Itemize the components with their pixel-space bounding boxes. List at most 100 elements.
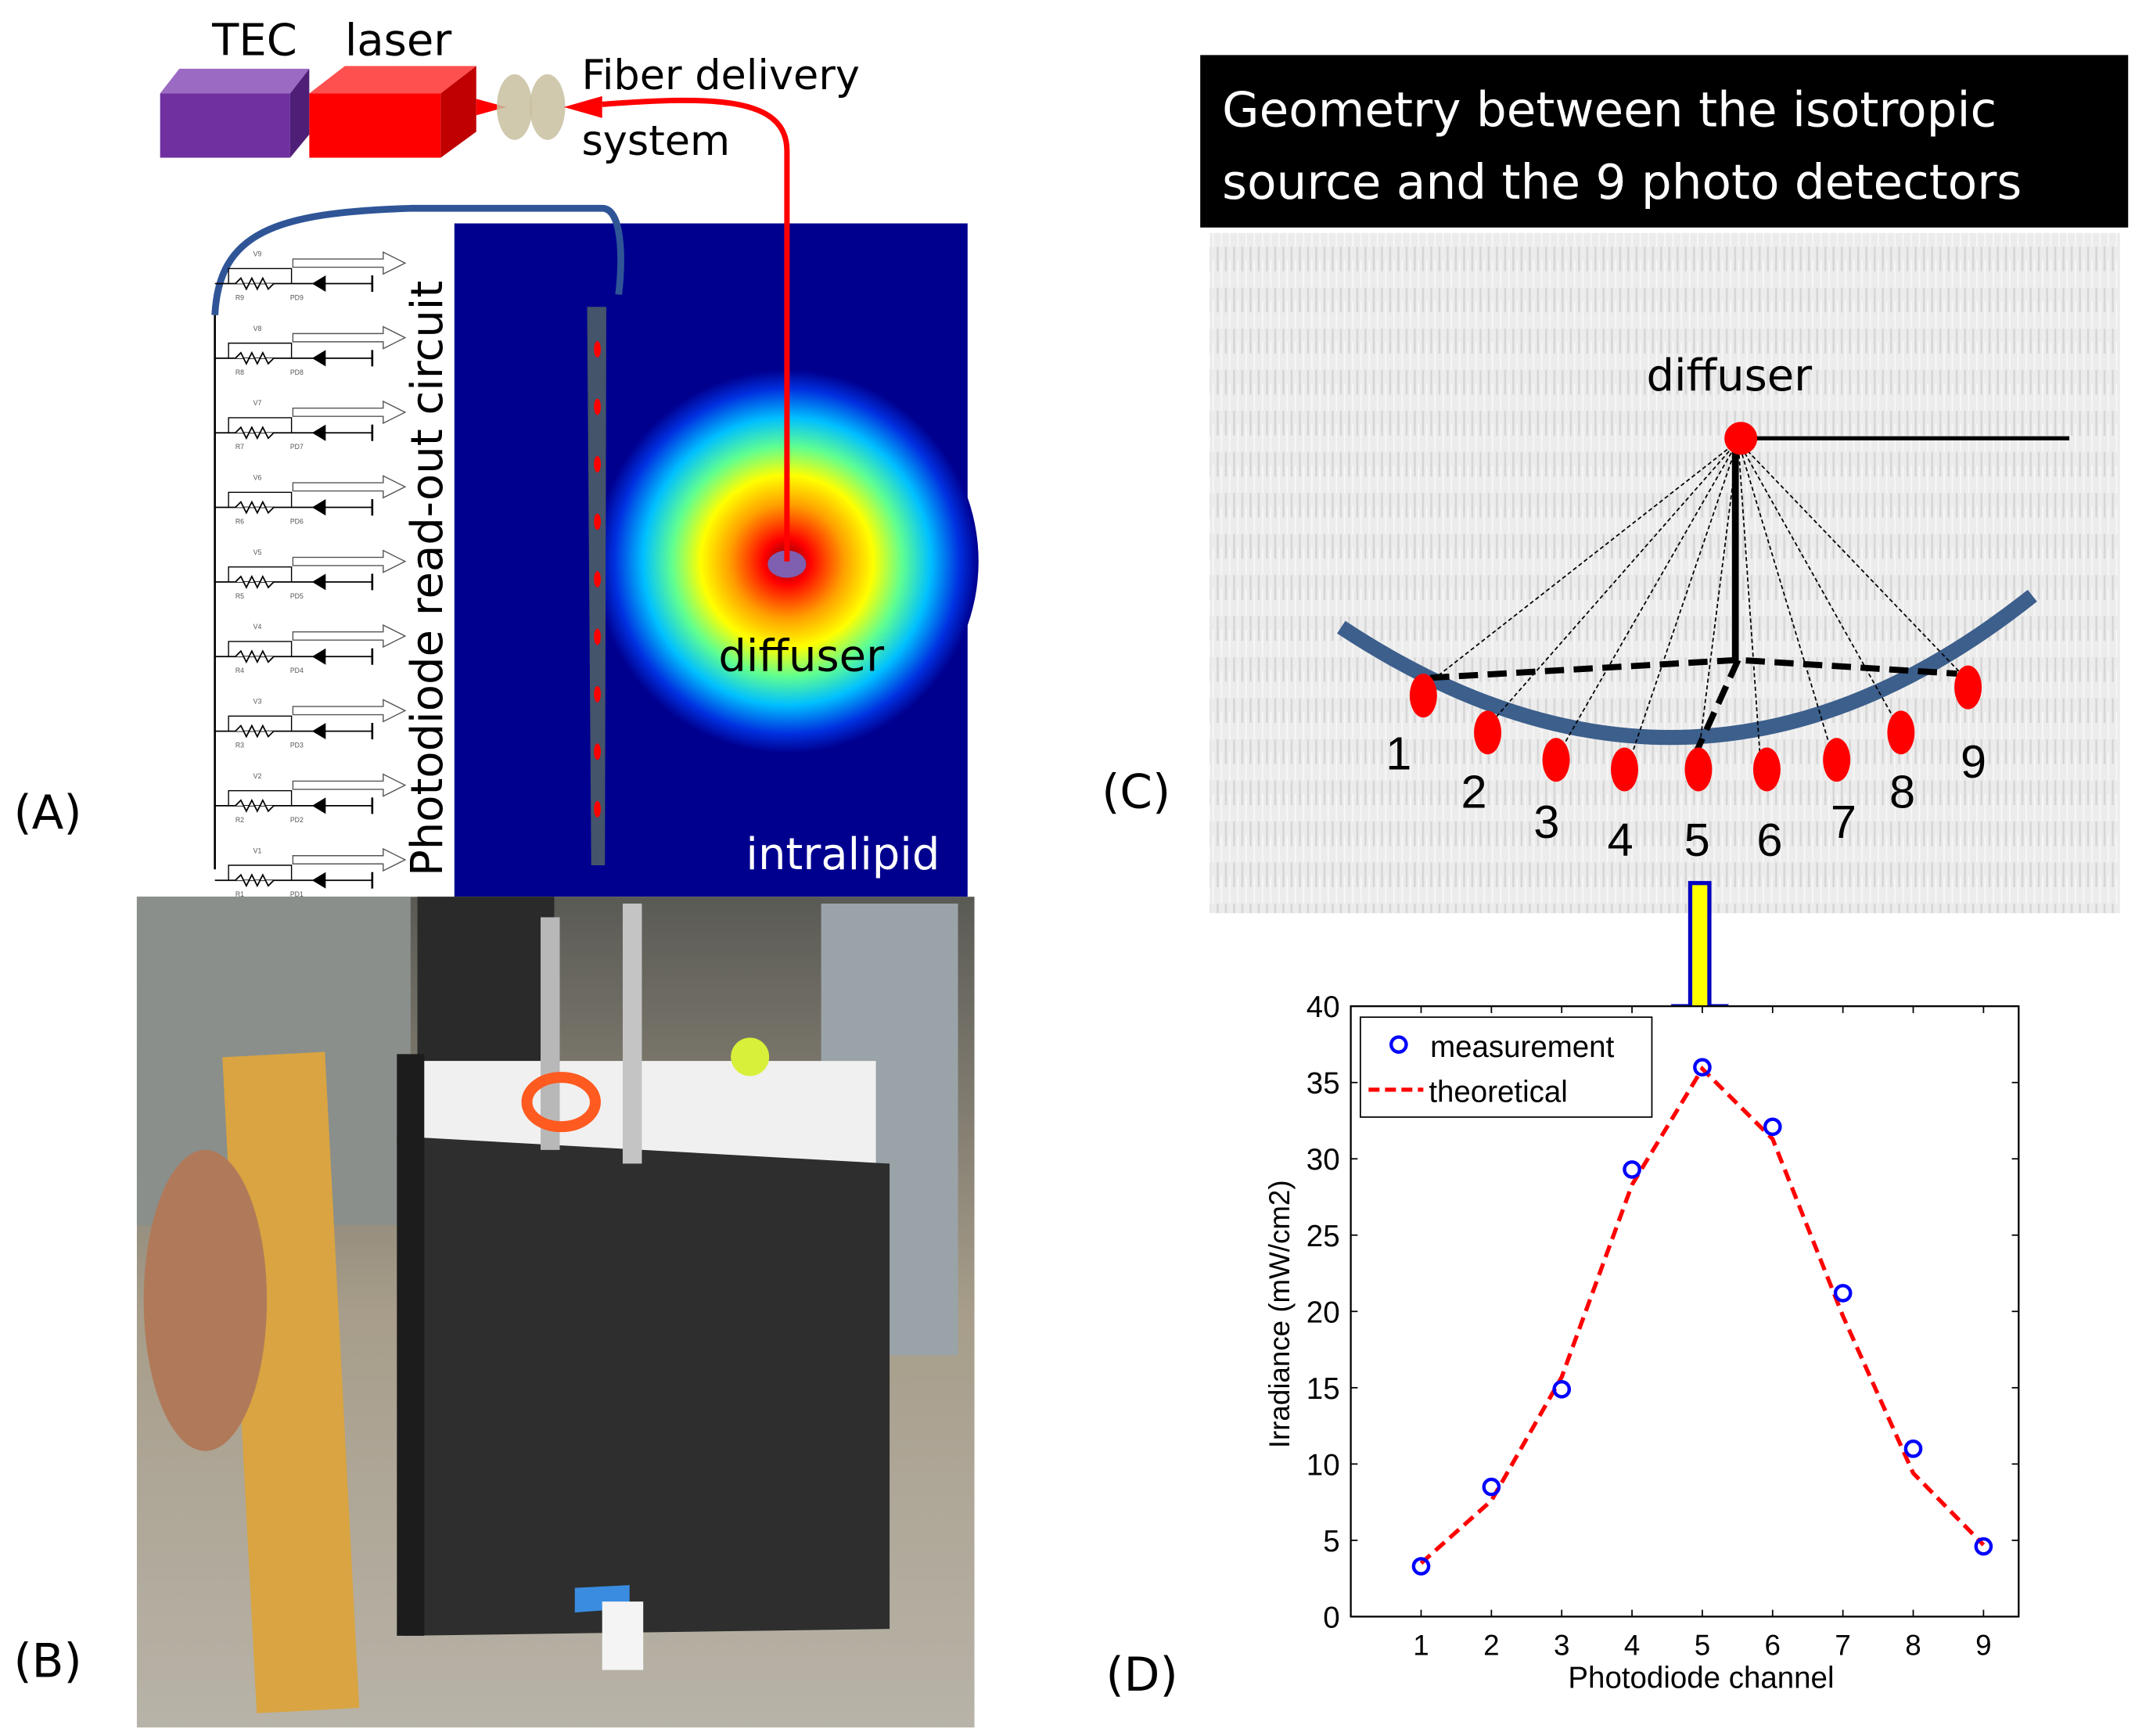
hand	[143, 1149, 268, 1451]
panel-a: TEC laser Fiber delivery system diffuser…	[160, 15, 979, 898]
photo-detector	[1474, 710, 1502, 755]
measurement-point	[1974, 1537, 1993, 1556]
detector-dot	[594, 513, 601, 530]
photo-detector	[1542, 738, 1570, 782]
geometry-background	[1209, 232, 2120, 914]
legend: measurement theoretical	[1359, 1016, 1653, 1118]
photodiode-icon	[311, 424, 326, 441]
mount-post	[417, 897, 555, 1062]
detector-number: 3	[1533, 796, 1559, 848]
photodiode-label: PD2	[290, 816, 304, 824]
ray-line	[1630, 440, 1739, 757]
circuit-row: V9 R9 PD9	[214, 250, 407, 302]
resistor-label: R5	[235, 592, 244, 600]
x-tick-label: 4	[1624, 1629, 1640, 1661]
detector-number: 7	[1831, 796, 1856, 848]
measurement-point	[1552, 1379, 1572, 1399]
y-tick-label: 0	[1323, 1601, 1339, 1634]
panel-label-a: (A)	[13, 786, 81, 840]
detector-number: 1	[1386, 728, 1411, 780]
photodiode-icon	[311, 573, 326, 591]
resistor-label: R3	[235, 742, 244, 749]
detector-dots	[594, 340, 601, 818]
y-tick-label: 25	[1307, 1220, 1340, 1253]
laser-beam-icon	[476, 99, 507, 116]
panel-b-photo	[136, 897, 975, 1728]
y-tick-label: 20	[1307, 1296, 1340, 1329]
circuit-row: V3 R3 PD3	[214, 698, 407, 749]
circuit-wire	[228, 789, 293, 806]
measurement-point	[1623, 1160, 1641, 1179]
irradiance-chart: 1 2 3 4 5 6 7 8 9 0 5 10 15 20 25 30 35 40 Irradiance (mW…	[1263, 990, 2020, 1695]
tec-label: TEC	[211, 15, 297, 66]
y-tick-label: 15	[1307, 1372, 1340, 1406]
ray-line	[1737, 440, 1761, 757]
voltage-label: V8	[253, 325, 262, 332]
detector-dot	[594, 800, 601, 818]
photodiode-label: PD5	[290, 592, 304, 600]
detector-number: 4	[1608, 814, 1634, 866]
diffuser-tip	[767, 550, 807, 578]
series	[1411, 1058, 1993, 1576]
x-tick-label: 3	[1554, 1629, 1569, 1661]
panel-label-b: (B)	[13, 1634, 81, 1688]
signal-cable	[211, 204, 624, 315]
x-tick-label: 1	[1413, 1629, 1429, 1661]
voltage-label: V3	[253, 698, 262, 706]
circuit-wire	[228, 342, 293, 358]
detectors: 123 4 5 6 789	[1386, 665, 1986, 866]
voltage-label: V2	[253, 772, 262, 780]
ray-line	[1737, 440, 1895, 720]
theoretical-line	[1419, 1065, 1986, 1565]
x-tick-label: 8	[1905, 1629, 1921, 1661]
circuit-row: V2 R2 PD2	[214, 772, 407, 824]
laser-box	[309, 66, 476, 158]
circuit-wire	[228, 566, 293, 582]
lens-icon	[497, 74, 533, 140]
x-tick-label: 2	[1483, 1629, 1499, 1661]
output-arrow-icon	[292, 699, 407, 723]
fiber-label-line2: system	[581, 117, 730, 165]
detector-dot	[594, 340, 601, 358]
resistor-icon	[235, 350, 275, 365]
laser-label: laser	[345, 15, 452, 66]
tec-box	[160, 68, 310, 158]
circuit-wire	[228, 715, 293, 731]
detector-number: 6	[1756, 814, 1782, 866]
y-tick-label: 10	[1307, 1448, 1340, 1482]
resistor-label: R2	[235, 816, 244, 824]
legend-marker-measurement	[1389, 1035, 1408, 1054]
ray-line	[1738, 440, 1962, 674]
voltage-label: V5	[253, 548, 262, 556]
output-arrow-icon	[292, 325, 407, 350]
resistor-icon	[235, 798, 275, 813]
measurement-point	[1411, 1557, 1431, 1576]
resistor-icon	[235, 426, 275, 440]
diffuser-label-c: diffuser	[1646, 350, 1813, 401]
detector-dot	[594, 398, 601, 415]
circuit-wire	[228, 864, 293, 881]
resistor-label: R4	[235, 667, 244, 674]
output-arrow-icon	[292, 549, 407, 573]
photo-detector	[1752, 747, 1781, 792]
photo-detector	[1684, 747, 1713, 792]
circuit-wire	[228, 268, 293, 284]
black-tank	[397, 1136, 890, 1636]
orange-clamp	[521, 1072, 601, 1133]
rod	[540, 917, 560, 1150]
axis-ticks: 1 2 3 4 5 6 7 8 9 0 5 10 15 20 25 30 35 40	[1307, 990, 2019, 1661]
measurement-point	[1903, 1439, 1923, 1458]
resistor-label: R9	[235, 294, 244, 302]
photodiode-icon	[311, 350, 326, 367]
detector-dot	[594, 570, 601, 588]
photodiode-label: PD1	[290, 890, 304, 898]
output-arrow-icon	[292, 847, 407, 872]
yellow-marker	[731, 1037, 770, 1076]
photodiode-icon	[311, 275, 326, 293]
resistor-icon	[235, 574, 275, 589]
photodiode-label: PD8	[290, 368, 304, 376]
legend-label-theoretical: theoretical	[1429, 1076, 1567, 1109]
diffuser-label-a: diffuser	[718, 631, 885, 682]
